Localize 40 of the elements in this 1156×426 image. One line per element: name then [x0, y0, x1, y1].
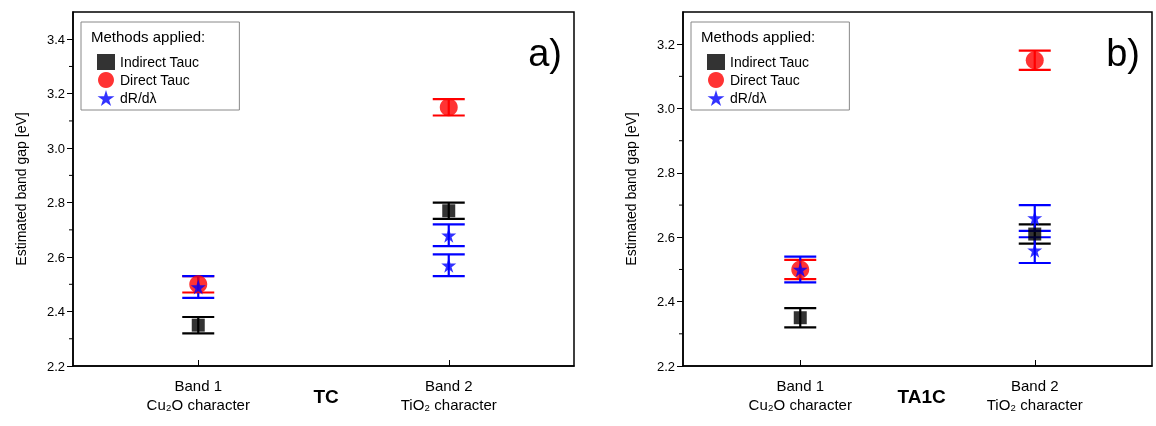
x-tick-label: Band 1 Cu₂O character: [748, 377, 852, 413]
x-tick-label: Band 1 Cu₂O character: [146, 377, 250, 413]
legend-label: dR/dλ: [120, 90, 157, 106]
y-tick-label: 3.2: [656, 36, 675, 52]
y-tick-label: 2.2: [46, 358, 65, 374]
y-tick-label: 2.6: [46, 249, 65, 265]
annotation: b): [1106, 32, 1141, 74]
point: [439, 98, 458, 117]
y-tick-label: 3.0: [46, 140, 65, 156]
point: [441, 227, 457, 243]
y-tick-label: 2.4: [656, 294, 675, 310]
legend-label: Indirect Tauc: [730, 54, 810, 70]
legend-title: Methods applied:: [701, 28, 816, 45]
y-tick-label: 2.2: [656, 358, 675, 374]
point: [1027, 210, 1043, 226]
text: TA1C: [897, 386, 946, 407]
legend-label: Indirect Tauc: [120, 54, 200, 70]
y-axis-title: Estimated band gap [eV]: [13, 112, 29, 266]
point: [191, 318, 205, 332]
legend-label: dR/dλ: [730, 90, 767, 106]
y-tick-label: 2.8: [46, 195, 65, 211]
text: TC: [313, 386, 340, 407]
point: [442, 204, 456, 218]
x-tick-label: Band 2 TiO₂ character: [400, 377, 497, 413]
point: [190, 279, 206, 295]
y-tick-label: 2.6: [656, 229, 675, 245]
y-tick-label: 3.0: [656, 101, 675, 117]
point: [1028, 227, 1042, 241]
legend-label: Direct Tauc: [730, 72, 800, 88]
y-tick-label: 3.2: [46, 86, 65, 102]
legend-title: Methods applied:: [91, 28, 206, 45]
legend-label: Direct Tauc: [120, 72, 190, 88]
x-tick-label: Band 2 TiO₂ character: [986, 377, 1083, 413]
y-tick-label: 2.8: [656, 165, 675, 181]
y-axis-title: Estimated band gap [eV]: [623, 112, 639, 266]
point: [1025, 51, 1044, 70]
point: [793, 311, 807, 325]
y-tick-label: 2.4: [46, 304, 65, 320]
y-tick-label: 3.4: [46, 31, 65, 47]
annotation: a): [528, 32, 563, 74]
